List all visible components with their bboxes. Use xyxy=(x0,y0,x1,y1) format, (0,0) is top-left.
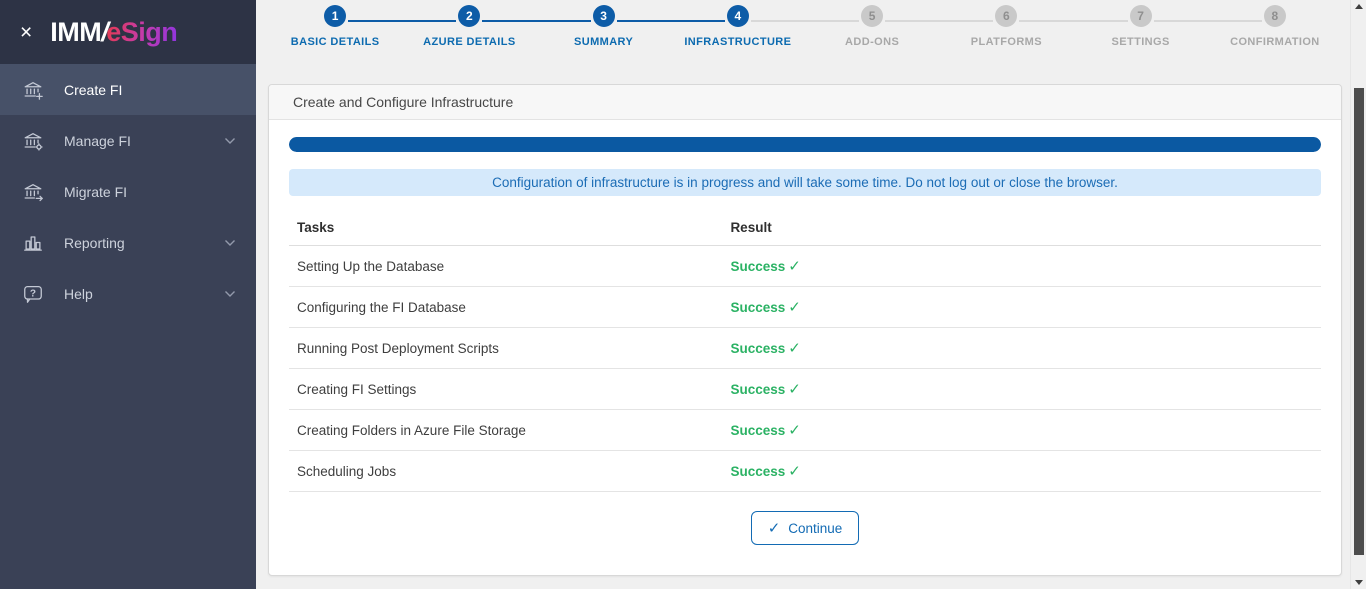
check-icon: ✓ xyxy=(788,463,801,480)
check-icon: ✓ xyxy=(788,258,801,275)
step-settings[interactable]: 7 SETTINGS xyxy=(1019,5,1208,60)
task-result: Success ✓ xyxy=(730,381,801,398)
bar-chart-icon xyxy=(22,232,44,254)
step-label: SETTINGS xyxy=(1111,36,1170,48)
check-icon: ✓ xyxy=(788,381,801,398)
result-column-header: Result xyxy=(722,210,1321,246)
check-icon: ✓ xyxy=(788,422,801,439)
scroll-down-arrow-icon[interactable] xyxy=(1354,580,1363,585)
chevron-down-icon xyxy=(224,290,236,298)
bank-arrow-icon xyxy=(22,181,44,203)
task-result: Success ✓ xyxy=(730,340,801,357)
task-name: Creating FI Settings xyxy=(289,368,723,410)
step-add-ons[interactable]: 5 ADD-ONS xyxy=(750,5,939,60)
chevron-down-icon xyxy=(224,137,236,145)
step-label: ADD-ONS xyxy=(845,36,900,48)
table-row: Creating FI Settings Success ✓ xyxy=(289,368,1321,410)
step-number: 8 xyxy=(1263,5,1286,27)
panel-title: Create and Configure Infrastructure xyxy=(269,85,1341,120)
svg-text:?: ? xyxy=(30,288,36,299)
panel-body: Configuration of infrastructure is in pr… xyxy=(269,120,1341,575)
step-number: 7 xyxy=(1129,5,1152,27)
sidebar-item-label: Manage FI xyxy=(64,132,131,149)
sidebar: × IMM/eSign Create FI xyxy=(0,0,256,589)
main-content: 1 BASIC DETAILS 2 AZURE DETAILS 3 SUMMAR… xyxy=(256,0,1366,589)
sidebar-item-create-fi[interactable]: Create FI xyxy=(0,64,256,115)
step-platforms[interactable]: 6 PLATFORMS xyxy=(885,5,1073,60)
chevron-down-icon xyxy=(224,239,236,247)
step-infrastructure[interactable]: 4 INFRASTRUCTURE xyxy=(616,5,805,60)
sidebar-menu: Create FI Manage FI xyxy=(0,64,256,319)
info-alert: Configuration of infrastructure is in pr… xyxy=(289,169,1321,196)
task-name: Scheduling Jobs xyxy=(289,450,723,492)
logo-imm: IMM xyxy=(50,16,102,47)
scrollbar-thumb[interactable] xyxy=(1354,88,1364,555)
close-icon[interactable]: × xyxy=(20,20,33,44)
sidebar-item-help[interactable]: ? Help xyxy=(0,268,256,319)
task-result: Success ✓ xyxy=(730,258,801,275)
continue-button-label: Continue xyxy=(788,520,843,536)
step-label: INFRASTRUCTURE xyxy=(684,36,792,48)
check-icon: ✓ xyxy=(788,340,801,357)
step-number: 2 xyxy=(458,5,481,27)
continue-button[interactable]: ✓ Continue xyxy=(750,511,860,545)
sidebar-item-label: Reporting xyxy=(64,234,125,251)
task-result: Success ✓ xyxy=(730,422,801,439)
sidebar-item-reporting[interactable]: Reporting xyxy=(0,217,256,268)
step-number: 3 xyxy=(592,5,615,27)
tasks-table: Tasks Result Setting Up the Database Suc… xyxy=(289,210,1321,492)
check-icon: ✓ xyxy=(767,520,781,537)
step-number: 1 xyxy=(324,5,347,27)
table-row: Running Post Deployment Scripts Success ✓ xyxy=(289,327,1321,369)
step-number: 5 xyxy=(861,5,884,27)
bank-gear-icon xyxy=(22,130,44,152)
scroll-up-arrow-icon[interactable] xyxy=(1354,4,1363,9)
step-azure-details[interactable]: 2 AZURE DETAILS xyxy=(348,5,536,60)
vertical-scrollbar xyxy=(1350,0,1366,589)
logo-slash: / xyxy=(101,16,109,47)
step-number: 4 xyxy=(726,5,749,27)
step-basic-details[interactable]: 1 BASIC DETAILS xyxy=(268,5,402,60)
logo-esign: eSign xyxy=(106,16,178,47)
step-label: CONFIRMATION xyxy=(1230,36,1320,48)
app-logo: IMM/eSign xyxy=(50,16,178,48)
help-icon: ? xyxy=(22,283,44,305)
table-row: Setting Up the Database Success ✓ xyxy=(289,245,1321,287)
step-number: 6 xyxy=(995,5,1018,27)
sidebar-item-migrate-fi[interactable]: Migrate FI xyxy=(0,166,256,217)
progress-bar xyxy=(289,137,1321,152)
step-label: SUMMARY xyxy=(574,36,634,48)
sidebar-item-manage-fi[interactable]: Manage FI xyxy=(0,115,256,166)
step-confirmation[interactable]: 8 CONFIRMATION xyxy=(1153,5,1342,60)
sidebar-item-label: Migrate FI xyxy=(64,183,128,200)
task-result: Success ✓ xyxy=(730,463,801,480)
sidebar-item-label: Help xyxy=(64,285,93,302)
check-icon: ✓ xyxy=(788,299,801,316)
task-name: Setting Up the Database xyxy=(289,245,723,287)
step-label: PLATFORMS xyxy=(970,36,1042,48)
table-header-row: Tasks Result xyxy=(289,210,1321,246)
tasks-column-header: Tasks xyxy=(289,210,723,246)
task-name: Running Post Deployment Scripts xyxy=(289,327,723,369)
step-label: AZURE DETAILS xyxy=(423,36,516,48)
progress-bar-fill xyxy=(289,137,1321,152)
table-row: Scheduling Jobs Success ✓ xyxy=(289,450,1321,492)
step-label: BASIC DETAILS xyxy=(290,36,380,48)
wizard-stepper: 1 BASIC DETAILS 2 AZURE DETAILS 3 SUMMAR… xyxy=(268,0,1342,60)
table-row: Configuring the FI Database Success ✓ xyxy=(289,286,1321,328)
sidebar-header: × IMM/eSign xyxy=(0,0,256,64)
button-row: ✓ Continue xyxy=(289,492,1321,545)
step-summary[interactable]: 3 SUMMARY xyxy=(482,5,671,60)
task-name: Creating Folders in Azure File Storage xyxy=(289,409,723,451)
table-row: Creating Folders in Azure File Storage S… xyxy=(289,409,1321,451)
infrastructure-panel: Create and Configure Infrastructure Conf… xyxy=(268,84,1342,576)
sidebar-item-label: Create FI xyxy=(64,81,123,98)
task-result: Success ✓ xyxy=(730,299,801,316)
bank-plus-icon xyxy=(22,79,44,101)
task-name: Configuring the FI Database xyxy=(289,286,723,328)
